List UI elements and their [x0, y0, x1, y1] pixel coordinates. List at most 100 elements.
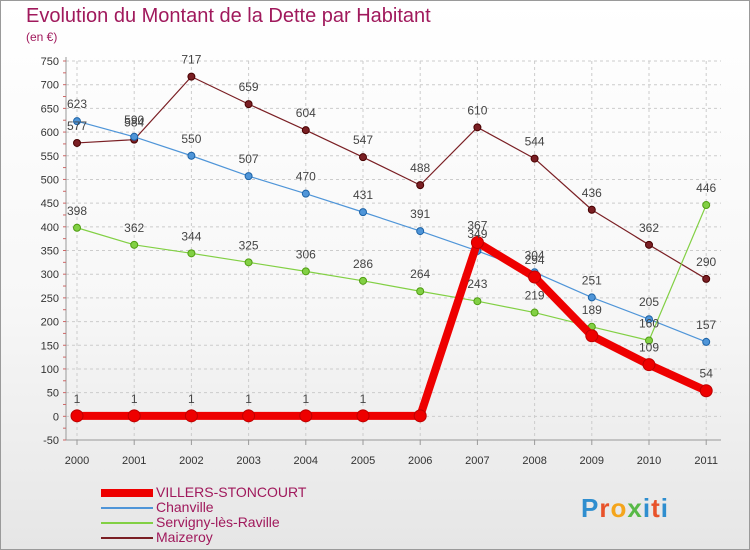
- x-tick-label: 2009: [580, 455, 604, 467]
- data-point-servigny: [645, 336, 653, 345]
- data-label-maizeroy: 547: [353, 133, 373, 147]
- data-point-chanville: [702, 337, 711, 346]
- data-label-chanville: 550: [181, 132, 201, 146]
- data-point-chanville: [244, 172, 253, 181]
- y-tick-label: -50: [43, 435, 59, 447]
- data-label-chanville: 507: [239, 152, 259, 166]
- x-tick-label: 2006: [408, 455, 432, 467]
- y-tick-label: 50: [47, 388, 59, 400]
- legend-label-servigny: Servigny-lès-Raville: [156, 514, 280, 530]
- data-point-villers: [642, 358, 656, 372]
- data-label-villers: 109: [639, 341, 659, 355]
- data-label-chanville: 251: [582, 273, 602, 287]
- data-label-chanville: 304: [525, 248, 545, 262]
- y-tick-label: 100: [41, 364, 59, 376]
- data-label-servigny: 325: [239, 238, 259, 252]
- data-label-villers: 1: [188, 392, 195, 406]
- data-point-servigny: [130, 240, 139, 249]
- data-label-villers: 294: [525, 253, 545, 267]
- data-label-villers: 1: [131, 392, 138, 406]
- data-point-servigny: [359, 276, 367, 285]
- data-point-maizeroy: [645, 240, 653, 249]
- data-point-servigny: [73, 223, 81, 232]
- y-tick-label: 300: [41, 269, 59, 281]
- data-label-villers: 1: [245, 392, 252, 406]
- data-label-maizeroy: 436: [582, 186, 602, 200]
- data-label-servigny: 219: [525, 289, 545, 303]
- data-point-chanville: [301, 189, 310, 198]
- data-point-maizeroy: [187, 72, 196, 81]
- data-point-maizeroy: [301, 126, 310, 135]
- data-label-chanville: 157: [696, 318, 716, 332]
- data-label-villers: 1: [302, 392, 309, 406]
- data-point-villers: [127, 409, 141, 423]
- data-label-maizeroy: 362: [639, 221, 659, 235]
- data-point-villers: [699, 384, 713, 398]
- proxiti-logo: Proxiti: [581, 493, 669, 524]
- y-tick-label: 350: [41, 246, 59, 258]
- data-point-servigny: [473, 297, 482, 306]
- data-point-servigny: [301, 267, 310, 276]
- data-label-servigny: 160: [639, 317, 659, 331]
- data-point-chanville: [130, 132, 139, 141]
- legend-label-chanville: Chanville: [156, 499, 214, 515]
- data-point-chanville: [587, 293, 596, 302]
- chart-title: Evolution du Montant de la Dette par Hab…: [26, 5, 431, 27]
- data-point-villers: [299, 409, 313, 423]
- y-tick-label: 200: [41, 317, 59, 329]
- data-label-chanville: 349: [467, 227, 487, 241]
- data-point-maizeroy: [416, 181, 425, 190]
- logo-letter: r: [599, 493, 611, 523]
- data-point-servigny: [244, 258, 253, 267]
- data-point-villers: [528, 270, 542, 284]
- data-label-maizeroy: 610: [467, 103, 487, 117]
- data-label-villers: 1: [74, 392, 81, 406]
- data-label-maizeroy: 659: [239, 80, 259, 94]
- x-tick-label: 2002: [179, 455, 203, 467]
- y-tick-label: 500: [41, 174, 59, 186]
- y-tick-label: 550: [41, 151, 59, 163]
- data-label-servigny: 398: [67, 204, 87, 218]
- legend-swatch-chanville: [101, 507, 153, 509]
- data-point-servigny: [702, 201, 711, 210]
- data-point-maizeroy: [702, 274, 711, 283]
- series-line-villers: [73, 238, 711, 420]
- y-tick-label: 250: [41, 293, 59, 305]
- data-label-chanville: 470: [296, 170, 316, 184]
- data-label-chanville: 431: [353, 188, 373, 202]
- data-label-servigny: 286: [353, 257, 373, 271]
- logo-letter: i: [660, 493, 669, 523]
- data-point-chanville: [359, 208, 367, 217]
- data-point-servigny: [416, 287, 425, 296]
- data-point-villers: [184, 409, 198, 423]
- series-line-servigny: [76, 204, 707, 342]
- x-tick-label: 2000: [65, 455, 89, 467]
- data-point-chanville: [187, 151, 196, 160]
- data-label-maizeroy: 577: [67, 119, 87, 133]
- chart-subtitle: (en €): [26, 30, 58, 44]
- y-tick-label: 150: [41, 340, 59, 352]
- x-tick-label: 2005: [351, 455, 375, 467]
- data-label-maizeroy: 584: [124, 116, 144, 130]
- y-tick-label: 750: [41, 56, 59, 68]
- data-point-servigny: [530, 308, 539, 317]
- x-tick-label: 2001: [122, 455, 146, 467]
- data-label-villers: 367: [467, 218, 487, 232]
- legend-swatch-servigny: [101, 522, 153, 524]
- data-point-chanville: [73, 117, 81, 126]
- x-tick-label: 2011: [694, 455, 718, 467]
- data-label-servigny: 446: [696, 181, 716, 195]
- data-point-maizeroy: [73, 138, 81, 147]
- data-label-maizeroy: 290: [696, 255, 716, 269]
- data-point-maizeroy: [530, 154, 539, 163]
- data-point-villers: [470, 235, 484, 249]
- x-tick-label: 2008: [522, 455, 546, 467]
- data-label-maizeroy: 544: [525, 135, 545, 149]
- x-tick-label: 2003: [236, 455, 260, 467]
- data-label-servigny: 189: [582, 303, 602, 317]
- data-label-chanville: 205: [639, 295, 659, 309]
- data-point-maizeroy: [244, 100, 253, 109]
- legend-label-villers: VILLERS-STONCOURT: [156, 484, 307, 500]
- data-point-villers: [242, 409, 256, 423]
